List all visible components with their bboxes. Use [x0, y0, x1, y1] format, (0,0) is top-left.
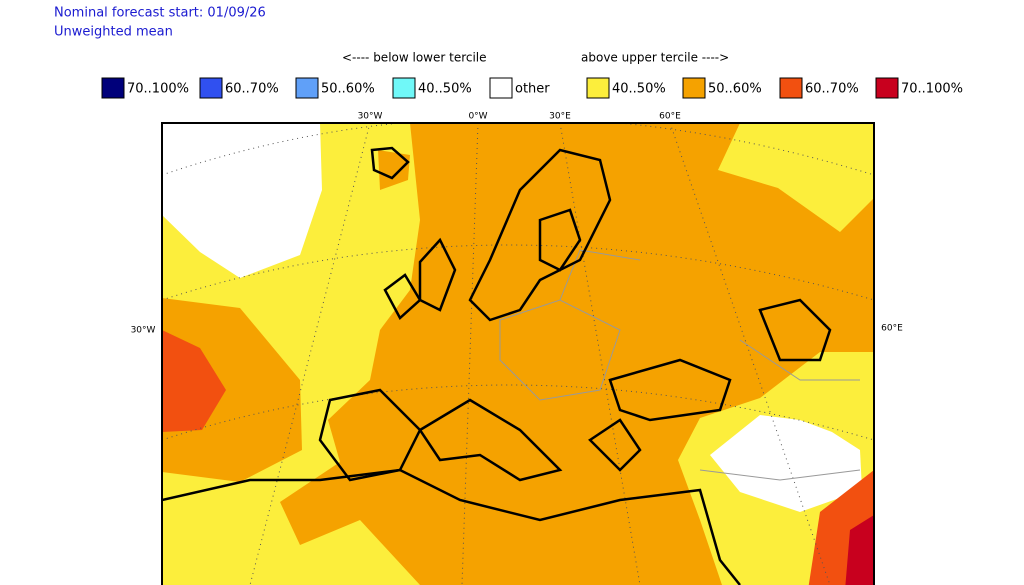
- lon-label: 60°E: [881, 324, 903, 334]
- legend-label: 70..100%: [901, 82, 963, 97]
- legend-swatch: [199, 77, 223, 99]
- legend-label: 40..50%: [418, 82, 472, 97]
- region-other: [710, 415, 862, 512]
- legend-label: 50..60%: [708, 82, 762, 97]
- map-frame: [161, 122, 875, 585]
- legend-label: 60..70%: [805, 82, 859, 97]
- legend-label: 70..100%: [127, 82, 189, 97]
- lon-label: 30°W: [131, 326, 156, 336]
- legend-label: other: [515, 82, 550, 97]
- map: [162, 123, 874, 585]
- region-60-70: [162, 330, 226, 432]
- legend-label: 50..60%: [321, 82, 375, 97]
- header-line: Nominal forecast start: 01/09/26: [54, 6, 266, 21]
- header-line: Unweighted mean: [54, 25, 173, 40]
- region-50-60: [378, 150, 410, 190]
- lon-label: 30°E: [549, 112, 571, 122]
- region-70-100: [845, 515, 874, 585]
- legend-below-caption: <---- below lower tercile: [342, 51, 487, 65]
- legend-swatch: [682, 77, 706, 99]
- legend: 70..100% 60..70% 50..60% 40..50% other 40..50…: [101, 77, 963, 99]
- region-other: [162, 123, 322, 278]
- legend-above-caption: above upper tercile ---->: [581, 51, 729, 65]
- lon-label: 30°W: [358, 112, 383, 122]
- longitude-labels: 30°W 60°E 30°W 0°W 30°E 60°E: [131, 112, 904, 336]
- graticule: [162, 123, 874, 585]
- coastline: [162, 146, 832, 585]
- borders: [499, 249, 861, 481]
- legend-swatch: [101, 77, 125, 99]
- legend-swatch: [779, 77, 803, 99]
- legend-swatch: [295, 77, 319, 99]
- legend-label: 40..50%: [612, 82, 666, 97]
- lon-label: 60°E: [659, 112, 681, 122]
- legend-swatch: [489, 77, 513, 99]
- region-50-60: [280, 123, 874, 585]
- region-50-60: [162, 298, 302, 482]
- legend-label: 60..70%: [225, 82, 279, 97]
- legend-swatch: [392, 77, 416, 99]
- legend-swatch: [586, 77, 610, 99]
- lon-label: 0°W: [468, 112, 487, 122]
- legend-swatch: [875, 77, 899, 99]
